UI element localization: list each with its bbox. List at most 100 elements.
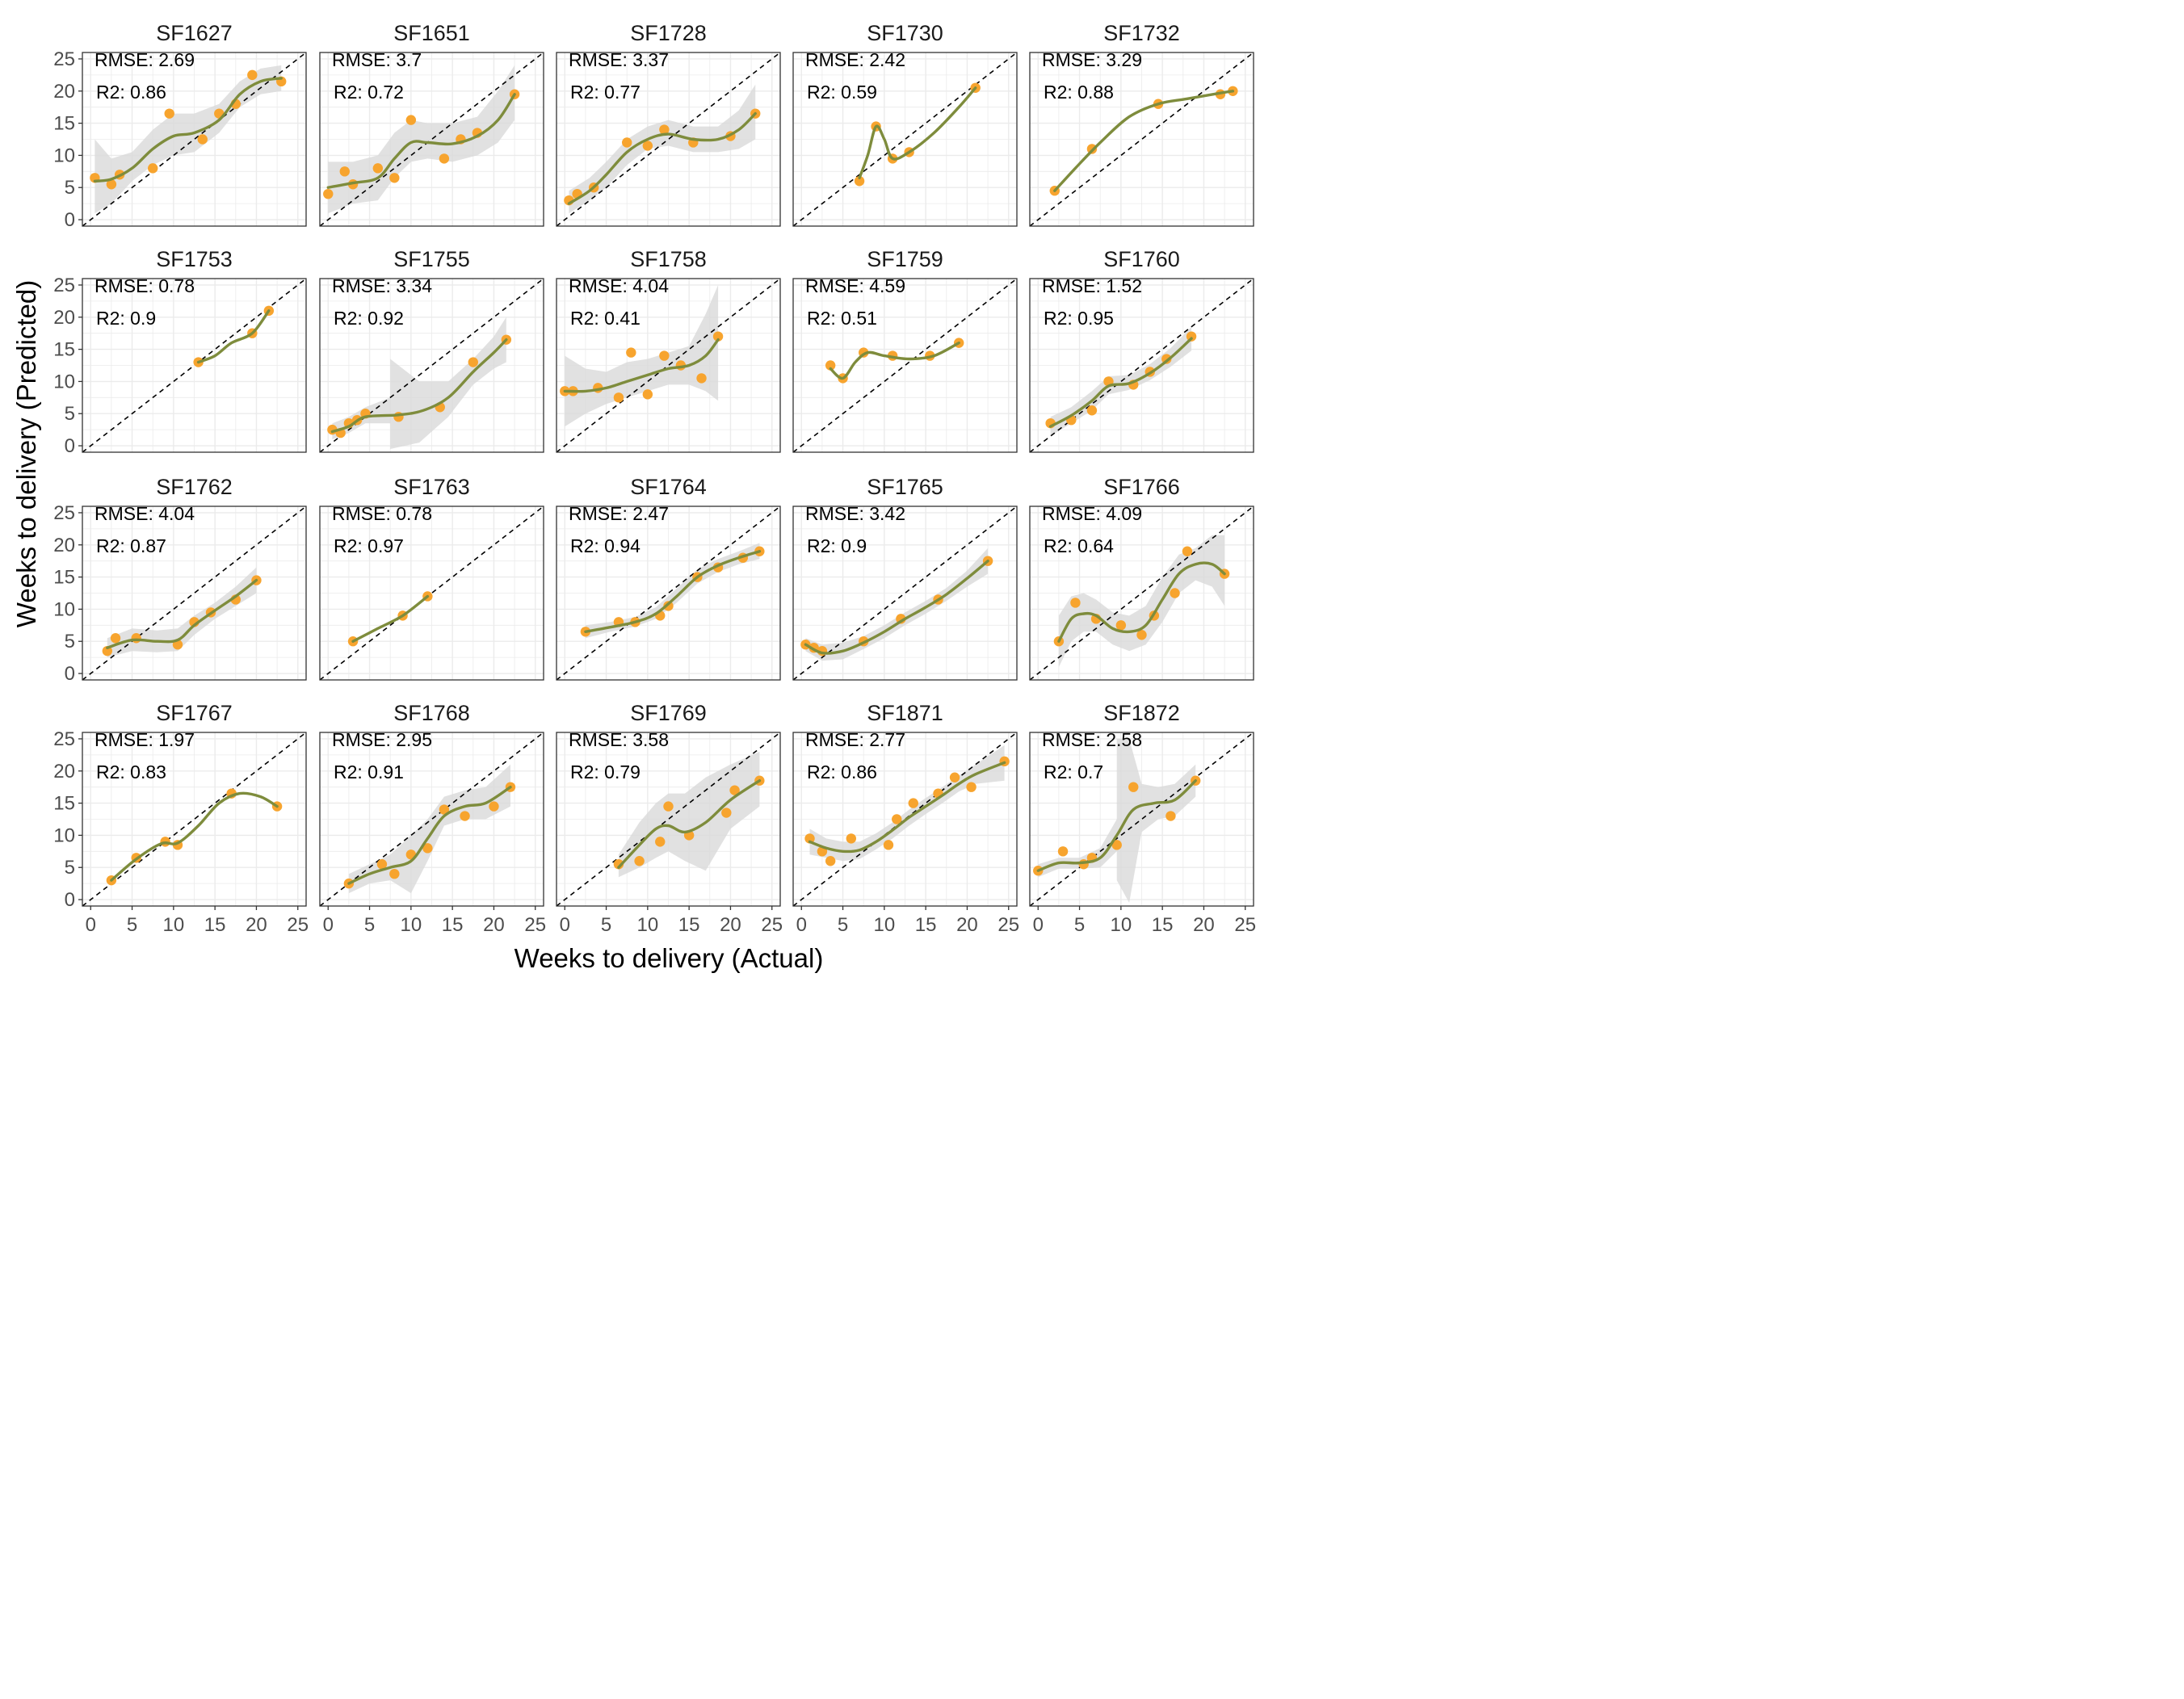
- panel-sf1759: SF1759 RMSE: 4.59 R2: 0.51: [792, 247, 1018, 453]
- smooth-curve: [1053, 90, 1235, 192]
- confidence-ribbon: [565, 285, 719, 427]
- panel-border: [319, 732, 544, 907]
- data-point: [376, 859, 388, 870]
- rmse-label: RMSE: 0.78: [94, 275, 195, 296]
- panel-sf1763: SF1763 RMSE: 0.78 R2: 0.97: [319, 475, 544, 681]
- panel-plot-area: [1030, 279, 1254, 452]
- panel-plot-area: [556, 52, 780, 226]
- y-tick-label: 25: [53, 48, 75, 70]
- rmse-label: RMSE: 3.29: [1042, 49, 1142, 70]
- x-tick-label: 25: [1234, 914, 1256, 936]
- x-tick-label: 10: [637, 914, 659, 936]
- x-tick-label: 25: [761, 914, 783, 936]
- y-tick-label: 10: [53, 824, 75, 846]
- rmse-label: RMSE: 3.34: [332, 275, 432, 296]
- smooth-curve: [567, 111, 757, 205]
- y-tick-label: 5: [65, 631, 75, 652]
- panel-grid: [556, 279, 780, 452]
- panel-plot-area: [82, 506, 306, 680]
- panel-title: SF1767: [156, 701, 233, 725]
- r2-label: R2: 0.41: [570, 308, 640, 329]
- panel-sf1732: SF1732 RMSE: 3.29 R2: 0.88: [1029, 21, 1254, 227]
- panel-plot-area: [793, 732, 1017, 906]
- rmse-label: RMSE: 3.58: [569, 729, 669, 750]
- data-point: [247, 69, 258, 81]
- data-point: [854, 176, 865, 187]
- y-tick-label: 5: [65, 177, 75, 199]
- identity-line: [82, 506, 306, 680]
- rmse-label: RMSE: 2.77: [805, 729, 905, 750]
- rmse-label: RMSE: 4.04: [94, 503, 195, 524]
- panel-title: SF1627: [156, 21, 233, 45]
- rmse-label: RMSE: 3.7: [332, 49, 422, 70]
- panel-sf1627: SF1627 RMSE: 2.69 R2: 0.86: [82, 21, 307, 227]
- data-point: [892, 814, 902, 824]
- y-tick-label: 20: [53, 761, 75, 782]
- x-tick-label: 5: [1074, 914, 1085, 936]
- identity-line: [556, 52, 780, 226]
- data-point: [721, 808, 732, 818]
- r2-label: R2: 0.92: [334, 308, 404, 329]
- panel-border: [319, 506, 544, 681]
- panel-plot-area: [320, 732, 544, 906]
- panel-grid: [82, 506, 306, 680]
- panel-sf1764: SF1764 RMSE: 2.47 R2: 0.94: [556, 475, 781, 681]
- data-point: [164, 108, 174, 119]
- confidence-ribbon: [1058, 535, 1225, 668]
- panel-title: SF1759: [867, 247, 943, 271]
- y-axis-title: Weeks to delivery (Predicted): [11, 280, 41, 627]
- panel-sf1728: SF1728 RMSE: 3.37 R2: 0.77: [556, 21, 781, 227]
- panel-plot-area: [320, 52, 544, 226]
- panel-border: [556, 278, 781, 453]
- panel-border: [792, 278, 1018, 453]
- panel-sf1871: SF1871 RMSE: 2.77 R2: 0.86: [792, 701, 1018, 907]
- data-point: [642, 141, 653, 151]
- panel-sf1755: SF1755 RMSE: 3.34 R2: 0.92: [319, 247, 544, 453]
- data-point: [460, 811, 470, 821]
- panel-grid: [1030, 52, 1254, 226]
- y-tick-label: 20: [53, 81, 75, 103]
- x-tick-label: 10: [874, 914, 896, 936]
- panel-border: [792, 732, 1018, 907]
- r2-label: R2: 0.94: [570, 535, 640, 556]
- identity-line: [556, 506, 780, 680]
- x-tick-label: 0: [1033, 914, 1044, 936]
- panel-sf1768: SF1768 RMSE: 2.95 R2: 0.91: [319, 701, 544, 907]
- panel-sf1769: SF1769 RMSE: 3.58 R2: 0.79: [556, 701, 781, 907]
- data-point: [102, 645, 112, 657]
- smooth-curve: [1048, 337, 1193, 428]
- y-tick-label: 20: [53, 307, 75, 329]
- x-tick-label: 25: [998, 914, 1019, 936]
- x-tick-label: 0: [86, 914, 96, 936]
- r2-label: R2: 0.86: [96, 82, 166, 103]
- data-point: [659, 350, 670, 361]
- data-point: [131, 633, 141, 644]
- x-tick-label: 25: [524, 914, 546, 936]
- panel-border: [792, 506, 1018, 681]
- y-tick-label: 0: [65, 663, 75, 685]
- r2-label: R2: 0.72: [334, 82, 404, 103]
- data-point: [1086, 405, 1098, 416]
- panel-sf1762: SF1762 RMSE: 4.04 R2: 0.87: [82, 475, 307, 681]
- panel-title: SF1730: [867, 21, 943, 45]
- rmse-label: RMSE: 0.78: [332, 503, 432, 524]
- panel-grid: [320, 506, 544, 680]
- panel-border: [1029, 506, 1254, 681]
- data-point: [1182, 546, 1193, 556]
- y-tick-label: 5: [65, 403, 75, 425]
- confidence-ribbon: [569, 84, 756, 214]
- rmse-label: RMSE: 2.47: [569, 503, 669, 524]
- data-point: [372, 163, 384, 174]
- x-tick-label: 15: [915, 914, 937, 936]
- panel-sf1766: SF1766 RMSE: 4.09 R2: 0.64: [1029, 475, 1254, 681]
- data-point: [663, 601, 674, 611]
- smooth-curve: [584, 550, 762, 633]
- y-tick-label: 15: [53, 339, 75, 361]
- panel-grid: [793, 506, 1017, 680]
- data-point: [1128, 782, 1139, 792]
- data-point: [883, 840, 894, 850]
- panel-title: SF1758: [630, 247, 707, 271]
- panel-border: [1029, 278, 1254, 453]
- data-point: [634, 856, 645, 866]
- data-point: [1078, 859, 1089, 870]
